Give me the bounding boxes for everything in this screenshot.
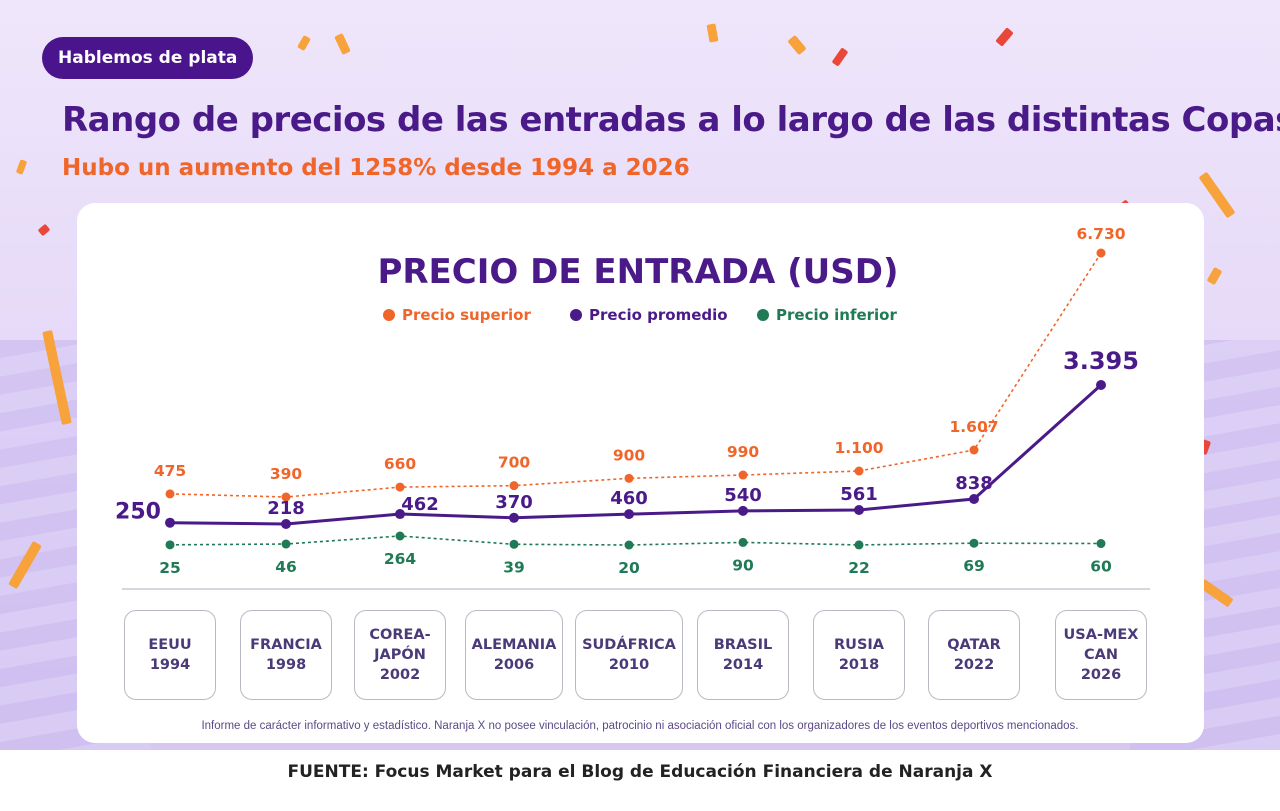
data-point [509, 539, 519, 549]
data-label: 46 [275, 558, 297, 576]
page-title: Rango de precios de las entradas a lo la… [62, 100, 1280, 140]
data-point [969, 494, 979, 504]
data-label: 3.395 [1063, 347, 1139, 375]
data-label: 39 [503, 558, 525, 576]
data-point [624, 473, 634, 483]
category-label: USA-MEX CAN 2026 [1055, 610, 1147, 700]
legend-marker [570, 309, 582, 321]
data-label: 6.730 [1076, 225, 1125, 243]
data-label: 475 [154, 462, 186, 480]
legend-label: Precio inferior [776, 306, 897, 324]
category-label: QATAR 2022 [928, 610, 1020, 700]
data-label: 390 [270, 465, 303, 483]
data-label: 370 [495, 492, 533, 513]
data-label: 264 [384, 550, 417, 568]
data-point [281, 539, 291, 549]
data-point [281, 492, 291, 502]
legend-label: Precio promedio [589, 306, 728, 324]
data-label: 1.607 [949, 418, 998, 436]
category-label: COREA- JAPÓN 2002 [354, 610, 446, 700]
data-label: 838 [955, 473, 993, 494]
legend-marker [757, 309, 769, 321]
data-label: 20 [618, 559, 640, 577]
data-point [1096, 539, 1106, 549]
series-layer: 475 390 660 700 900 990 1.100 1.607 6.730 250 218 4… [115, 225, 1139, 577]
section-tag: Hablemos de plata [42, 37, 254, 79]
series-line [169, 535, 1102, 546]
category-label: SUDÁFRICA 2010 [575, 610, 683, 700]
data-point [738, 505, 748, 516]
data-point [854, 505, 864, 515]
chart-title: PRECIO DE ENTRADA (USD) [377, 252, 898, 292]
infographic-background: Hablemos de plata Rango de precios de la… [0, 0, 1280, 750]
data-point [509, 481, 519, 491]
data-label: 69 [963, 557, 985, 575]
chart-legend: Precio superior Precio promedio Precio inf… [383, 306, 897, 324]
data-label: 561 [840, 484, 878, 505]
legend-label: Precio superior [402, 306, 531, 324]
data-point [969, 538, 979, 548]
category-label: RUSIA 2018 [813, 610, 905, 700]
data-point [165, 540, 175, 550]
data-label: 900 [613, 446, 646, 464]
data-point [738, 537, 748, 547]
legend-marker [383, 309, 395, 321]
data-label: 1.100 [834, 439, 883, 457]
category-label: ALEMANIA 2006 [465, 610, 563, 700]
category-label: FRANCIA 1998 [240, 610, 332, 700]
data-label: 218 [267, 498, 305, 519]
data-label: 660 [384, 455, 417, 473]
data-point [1096, 380, 1106, 390]
data-point [395, 482, 405, 492]
data-point [624, 540, 634, 550]
data-label: 460 [610, 488, 648, 509]
data-label: 462 [401, 494, 439, 515]
data-point [281, 519, 291, 529]
data-point [854, 466, 864, 476]
data-point [854, 540, 864, 550]
data-point [395, 531, 405, 541]
category-label: EEUU 1994 [124, 610, 216, 700]
data-point [969, 445, 979, 455]
data-label: 22 [848, 559, 870, 577]
data-point [395, 509, 405, 520]
data-point [624, 509, 634, 520]
data-point [165, 517, 175, 528]
data-point [738, 470, 748, 480]
data-label: 90 [732, 556, 754, 574]
data-label: 990 [727, 443, 760, 461]
data-label: 540 [724, 485, 762, 506]
price-line-chart: PRECIO DE ENTRADA (USD) Precio superior P… [115, 225, 1150, 590]
data-label: 700 [498, 454, 531, 472]
data-label: 60 [1090, 558, 1112, 576]
data-label: 25 [159, 559, 181, 577]
source-credit: FUENTE: Focus Market para el Blog de Edu… [287, 762, 993, 782]
category-label: BRASIL 2014 [697, 610, 789, 700]
data-label: 250 [115, 500, 161, 525]
data-point [509, 512, 519, 523]
data-point [1096, 248, 1106, 258]
data-point [165, 489, 175, 499]
disclaimer-text: Informe de carácter informativo y estadí… [201, 720, 1079, 732]
page-subtitle: Hubo un aumento del 1258% desde 1994 a 2… [62, 155, 690, 181]
